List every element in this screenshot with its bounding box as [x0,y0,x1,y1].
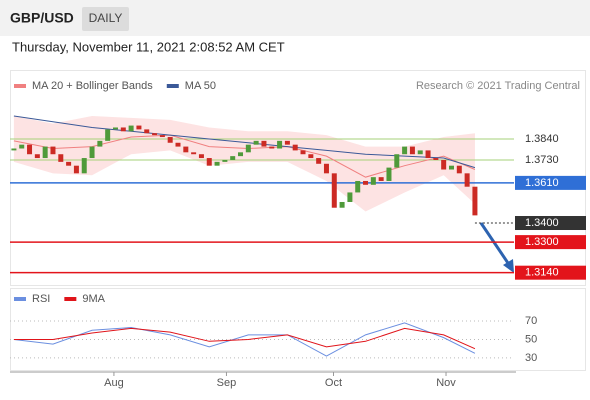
candle-body [456,165,462,174]
candle-body [159,135,165,138]
rsi-line [13,327,476,350]
candle-body [402,146,408,155]
legend-label: RSI [32,293,50,305]
rsi-line [13,322,476,357]
candle-body [417,150,423,155]
level-label: 1.3840 [525,133,559,145]
candle-body [167,137,173,143]
candle-body [472,186,478,216]
level-label-box [515,235,586,250]
legend-swatch [14,84,26,88]
candle-body [66,161,72,166]
candle-body [34,154,40,159]
candle-body [27,144,33,155]
forecast-arrowhead [503,259,514,273]
candle-body [198,154,204,159]
candle-body [73,165,79,174]
candle-body [370,177,376,185]
candle-body [394,154,400,168]
candle-body [19,144,25,149]
level-label: 1.3140 [525,267,559,279]
level-label-box [515,216,586,231]
legend-swatch [14,297,26,301]
x-tick-label: Sep [217,377,237,389]
candle-body [277,140,283,149]
candle-body [323,163,329,174]
candle-body [331,173,337,208]
candle-body [128,125,134,132]
candle-body [50,146,56,155]
period: DAILY [89,11,123,25]
candle-body [11,148,17,151]
candle-body [425,150,431,159]
candle-body [363,180,369,185]
legend-label: 9MA [82,293,105,305]
candle-body [433,158,439,160]
candle-body [214,161,220,166]
candle-body [206,158,212,166]
copyright: Research © 2021 Trading Central [416,80,580,92]
candle-body [89,146,95,159]
candle-body [58,154,64,162]
candle-body [378,177,384,181]
candle-body [238,152,244,157]
timestamp: Thursday, November 11, 2021 2:08:52 AM C… [12,39,285,54]
candle-body [175,142,181,147]
candle-body [386,167,392,181]
y-tick-label: 70 [525,315,537,327]
rsi-panel [10,288,586,371]
candle-body [347,192,353,202]
candle-body [191,152,197,155]
candle-body [339,201,345,208]
moving-average [13,115,476,169]
legend-swatch [166,84,179,88]
candle-body [269,146,275,149]
candle-body [81,158,87,174]
level-label: 1.3300 [525,236,559,248]
candle-body [105,129,111,141]
level-label: 1.3730 [525,154,559,166]
x-tick-label: Oct [325,377,342,389]
x-tick-label: Nov [436,377,456,389]
candle-body [441,159,447,170]
level-label: 1.3400 [525,217,559,229]
candle-body [355,180,361,193]
y-tick-label: 50 [525,333,537,345]
candle-body [144,129,150,134]
candle-body [300,150,306,155]
candle-body [222,159,228,162]
candle-body [152,133,158,136]
candle-body [112,127,118,130]
legend-label: MA 50 [185,80,216,92]
period-badge [82,7,129,31]
candle-body [230,156,236,160]
level-label-box [515,265,586,280]
candle-body [308,154,314,159]
candle-body [183,146,189,153]
candle-body [42,146,48,159]
candle-body [448,165,454,170]
candle-body [464,173,470,187]
candle-body [120,127,126,132]
legend-swatch [64,297,77,301]
candle-body [292,144,298,151]
x-tick-label: Aug [104,377,124,389]
forecast-arrow [479,222,512,267]
candle-body [261,140,267,147]
candle-body [245,144,251,153]
candle-body [253,140,259,145]
level-label-box [515,175,586,190]
candle-body [97,140,103,147]
legend-label: MA 20 + Bollinger Bands [32,80,153,92]
candle-body [284,140,290,145]
candle-body [136,125,142,130]
y-tick-label: 30 [525,352,537,364]
symbol: GBP/USD [10,10,74,26]
level-label: 1.3610 [525,177,559,189]
candle-body [316,158,322,164]
candle-body [409,146,415,155]
